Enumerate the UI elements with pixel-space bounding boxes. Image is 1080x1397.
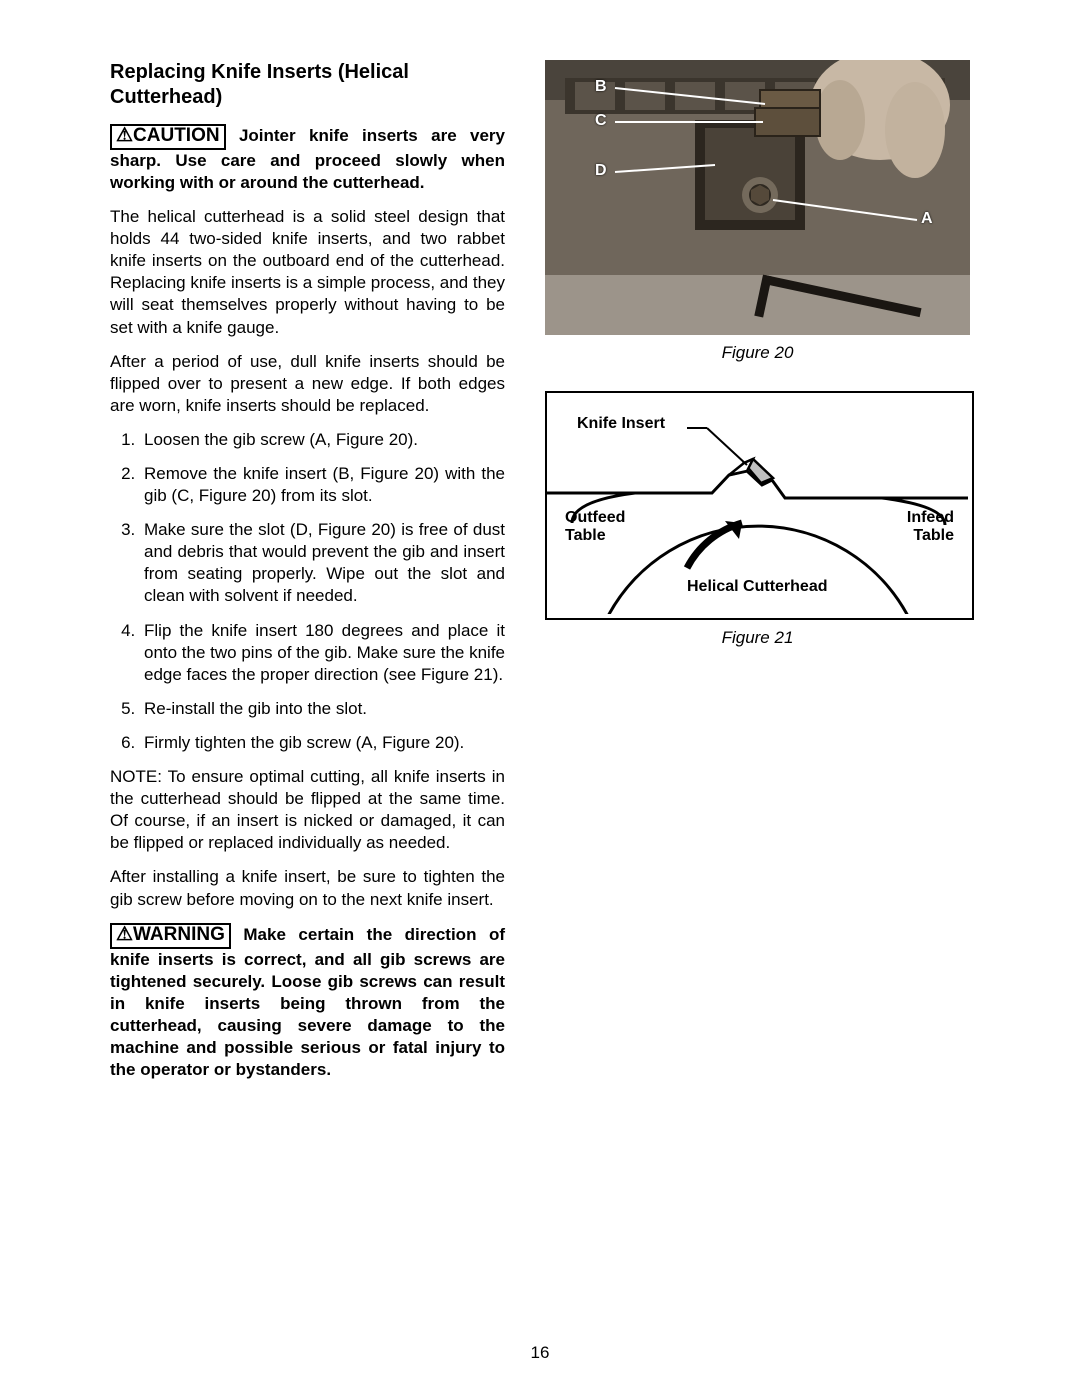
procedure-steps: Loosen the gib screw (A, Figure 20). Rem… bbox=[110, 429, 505, 754]
step-1: Loosen the gib screw (A, Figure 20). bbox=[140, 429, 505, 451]
figure-20-svg bbox=[545, 60, 970, 335]
warning-paragraph: ⚠WARNING Make certain the direction of k… bbox=[110, 923, 505, 1081]
body-paragraph-1: The helical cutterhead is a solid steel … bbox=[110, 206, 505, 339]
warning-box: ⚠WARNING bbox=[110, 923, 231, 949]
figure-21-label-knife-insert: Knife Insert bbox=[577, 415, 665, 433]
figure-20-label-c: C bbox=[595, 112, 607, 130]
figure-21-caption: Figure 21 bbox=[545, 628, 970, 648]
section-heading: Replacing Knife Inserts (Helical Cutterh… bbox=[110, 60, 505, 110]
step-5: Re-install the gib into the slot. bbox=[140, 698, 505, 720]
figure-20-label-d: D bbox=[595, 162, 607, 180]
step-3: Make sure the slot (D, Figure 20) is fre… bbox=[140, 519, 505, 607]
figure-20-label-a: A bbox=[921, 210, 933, 228]
manual-page: Replacing Knife Inserts (Helical Cutterh… bbox=[0, 0, 1080, 1397]
page-number: 16 bbox=[0, 1343, 1080, 1363]
step-6: Firmly tighten the gib screw (A, Figure … bbox=[140, 732, 505, 754]
figure-21-diagram: Knife Insert Outfeed Table Infeed Table … bbox=[545, 391, 974, 620]
right-column: B C D A Figure 20 bbox=[545, 60, 970, 1093]
figure-20-photo: B C D A bbox=[545, 60, 970, 335]
caution-box: ⚠CAUTION bbox=[110, 124, 226, 150]
step-4: Flip the knife insert 180 degrees and pl… bbox=[140, 620, 505, 686]
note-paragraph: NOTE: To ensure optimal cutting, all kni… bbox=[110, 766, 505, 854]
after-install-paragraph: After installing a knife insert, be sure… bbox=[110, 866, 505, 910]
figure-20-caption: Figure 20 bbox=[545, 343, 970, 363]
figure-21-label-outfeed: Outfeed Table bbox=[565, 509, 645, 546]
caution-paragraph: ⚠CAUTION Jointer knife inserts are very … bbox=[110, 124, 505, 194]
left-column: Replacing Knife Inserts (Helical Cutterh… bbox=[110, 60, 505, 1093]
figure-20-label-b: B bbox=[595, 78, 607, 96]
body-paragraph-2: After a period of use, dull knife insert… bbox=[110, 351, 505, 417]
two-column-layout: Replacing Knife Inserts (Helical Cutterh… bbox=[110, 60, 970, 1093]
figure-21-label-infeed: Infeed Table bbox=[894, 509, 954, 546]
step-2: Remove the knife insert (B, Figure 20) w… bbox=[140, 463, 505, 507]
figure-21-label-helical: Helical Cutterhead bbox=[687, 578, 827, 596]
